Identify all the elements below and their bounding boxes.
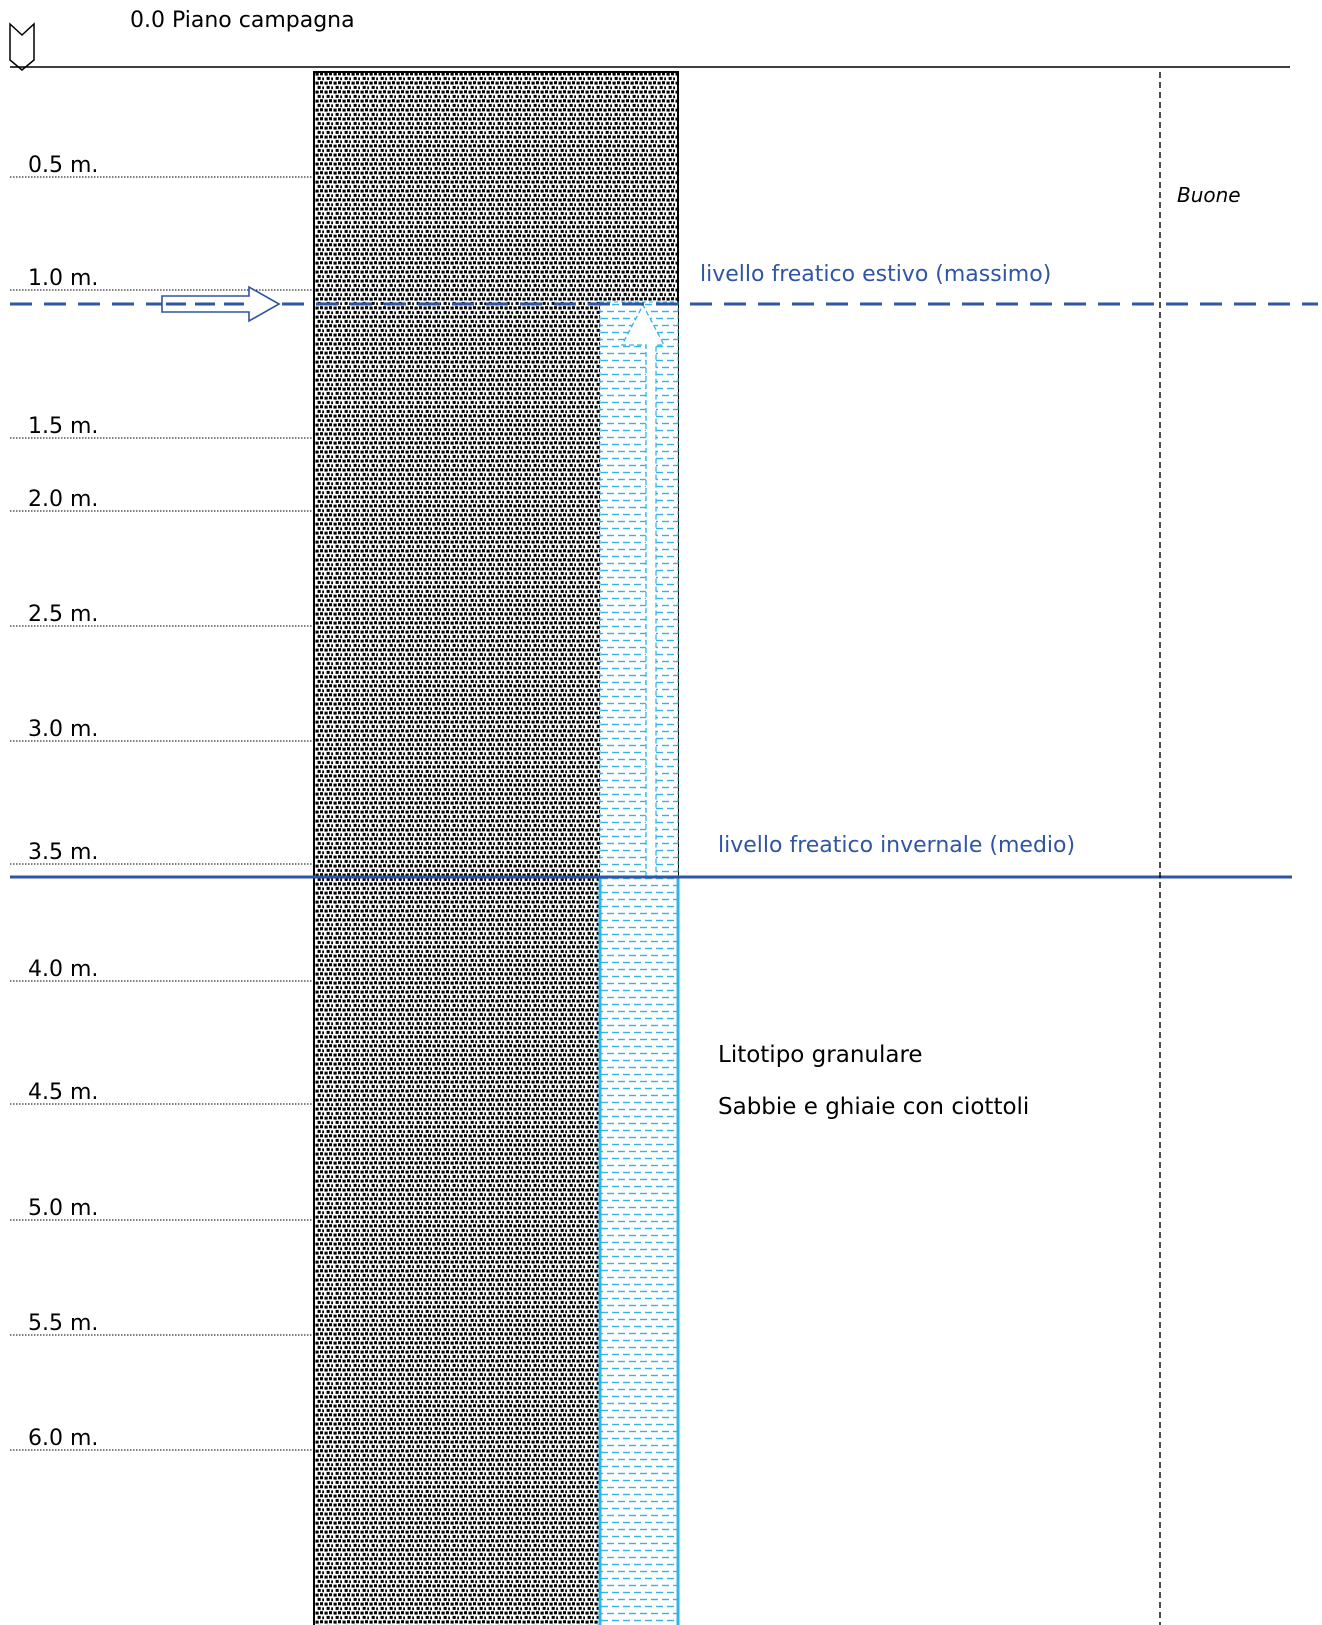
- depth-label: 4.0 m.: [28, 957, 98, 982]
- saturated-zone: [600, 877, 678, 1625]
- lithology-title: Litotipo granulare: [718, 1042, 923, 1068]
- depth-label: 4.5 m.: [28, 1080, 98, 1105]
- depth-label: 2.0 m.: [28, 487, 98, 512]
- depth-label: 1.5 m.: [28, 414, 98, 439]
- capillary-fringe-border: [599, 301, 679, 878]
- lithology-description: Sabbie e ghiaie con ciottoli: [718, 1094, 1029, 1120]
- ground-level-label: 0.0 Piano campagna: [130, 8, 355, 33]
- depth-label: 0.5 m.: [28, 153, 98, 178]
- inflow-arrow-icon: [161, 285, 281, 323]
- depth-scale: 0.5 m. 1.0 m. 1.5 m. 2.0 m. 2.5 m. 3.0 m. 3.5 …: [10, 153, 314, 1451]
- depth-label: 3.5 m.: [28, 840, 98, 865]
- summer-water-table-label: livello freatico estivo (massimo): [700, 262, 1051, 287]
- depth-label: 5.5 m.: [28, 1311, 98, 1336]
- depth-label: 5.0 m.: [28, 1196, 98, 1221]
- winter-water-table-label: livello freatico invernale (medio): [718, 833, 1075, 858]
- depth-label: 6.0 m.: [28, 1426, 98, 1451]
- side-note: Buone: [1177, 183, 1241, 207]
- ground-marker-icon: [9, 22, 35, 71]
- depth-label: 2.5 m.: [28, 602, 98, 627]
- depth-label: 3.0 m.: [28, 717, 98, 742]
- depth-label: 1.0 m.: [28, 266, 98, 291]
- water-rise-arrow-icon: [620, 303, 666, 878]
- capillary-fringe-zone: [600, 302, 678, 877]
